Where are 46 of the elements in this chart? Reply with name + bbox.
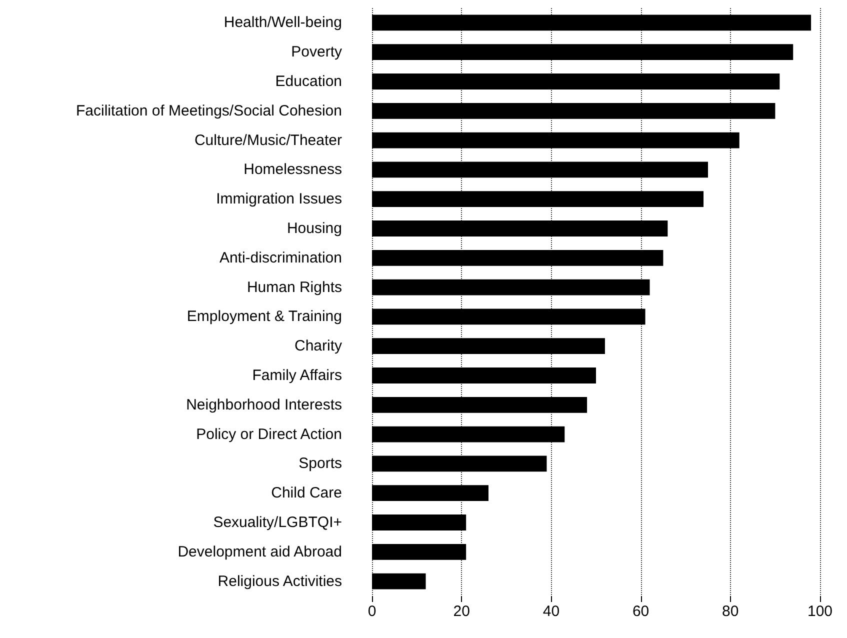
y-tick-label: Sexuality/LGBTQI+ — [213, 514, 342, 531]
bar — [372, 162, 708, 178]
x-tick-label: 100 — [807, 603, 833, 620]
bar — [372, 308, 646, 325]
x-tick-label: 20 — [453, 603, 470, 620]
y-tick-label: Homelessness — [244, 161, 342, 178]
bar — [372, 485, 488, 502]
y-tick-label: Human Rights — [246, 278, 342, 296]
y-tick-label: Charity — [294, 338, 342, 355]
bar — [372, 191, 704, 208]
y-tick-label: Sports — [298, 455, 342, 472]
y-tick-label: Education — [275, 73, 342, 90]
y-tick-label: Policy or Direct Action — [196, 426, 342, 443]
y-tick-label: Housing — [286, 220, 342, 237]
bar — [372, 396, 588, 413]
bar — [372, 250, 664, 266]
y-tick-label: Facilitation of Meetings/Social Cohesion — [76, 102, 342, 120]
bar — [372, 573, 426, 590]
y-tick-label: Religious Activities — [218, 572, 342, 590]
y-tick-label: Culture/Music/Theater — [194, 132, 342, 149]
y-tick-label: Employment & Training — [186, 308, 342, 326]
y-tick-label: Family Affairs — [252, 367, 342, 384]
y-tick-label: Immigration Issues — [216, 190, 342, 208]
bar — [372, 426, 565, 442]
bar — [372, 279, 650, 296]
y-tick-label: Development aid Abroad — [178, 543, 342, 560]
y-tick-label: Anti-discrimination — [219, 249, 342, 266]
y-tick-label: Health/Well-being — [224, 14, 342, 32]
x-tick-label: 80 — [722, 603, 739, 620]
bar — [372, 368, 596, 384]
bar — [372, 456, 547, 472]
bar — [372, 220, 668, 236]
bar — [372, 102, 776, 119]
bar — [372, 74, 780, 90]
bar — [372, 514, 466, 530]
bar — [372, 14, 812, 31]
bar — [372, 544, 466, 560]
x-tick-label: 40 — [542, 603, 560, 620]
bar — [372, 338, 605, 354]
y-tick-label: Poverty — [291, 44, 342, 61]
bar — [372, 44, 794, 60]
bar — [372, 132, 740, 148]
y-tick-label: Child Care — [271, 484, 342, 502]
y-tick-label: Neighborhood Interests — [186, 396, 342, 414]
x-tick-label: 0 — [368, 603, 376, 620]
x-tick-label: 60 — [632, 603, 650, 620]
